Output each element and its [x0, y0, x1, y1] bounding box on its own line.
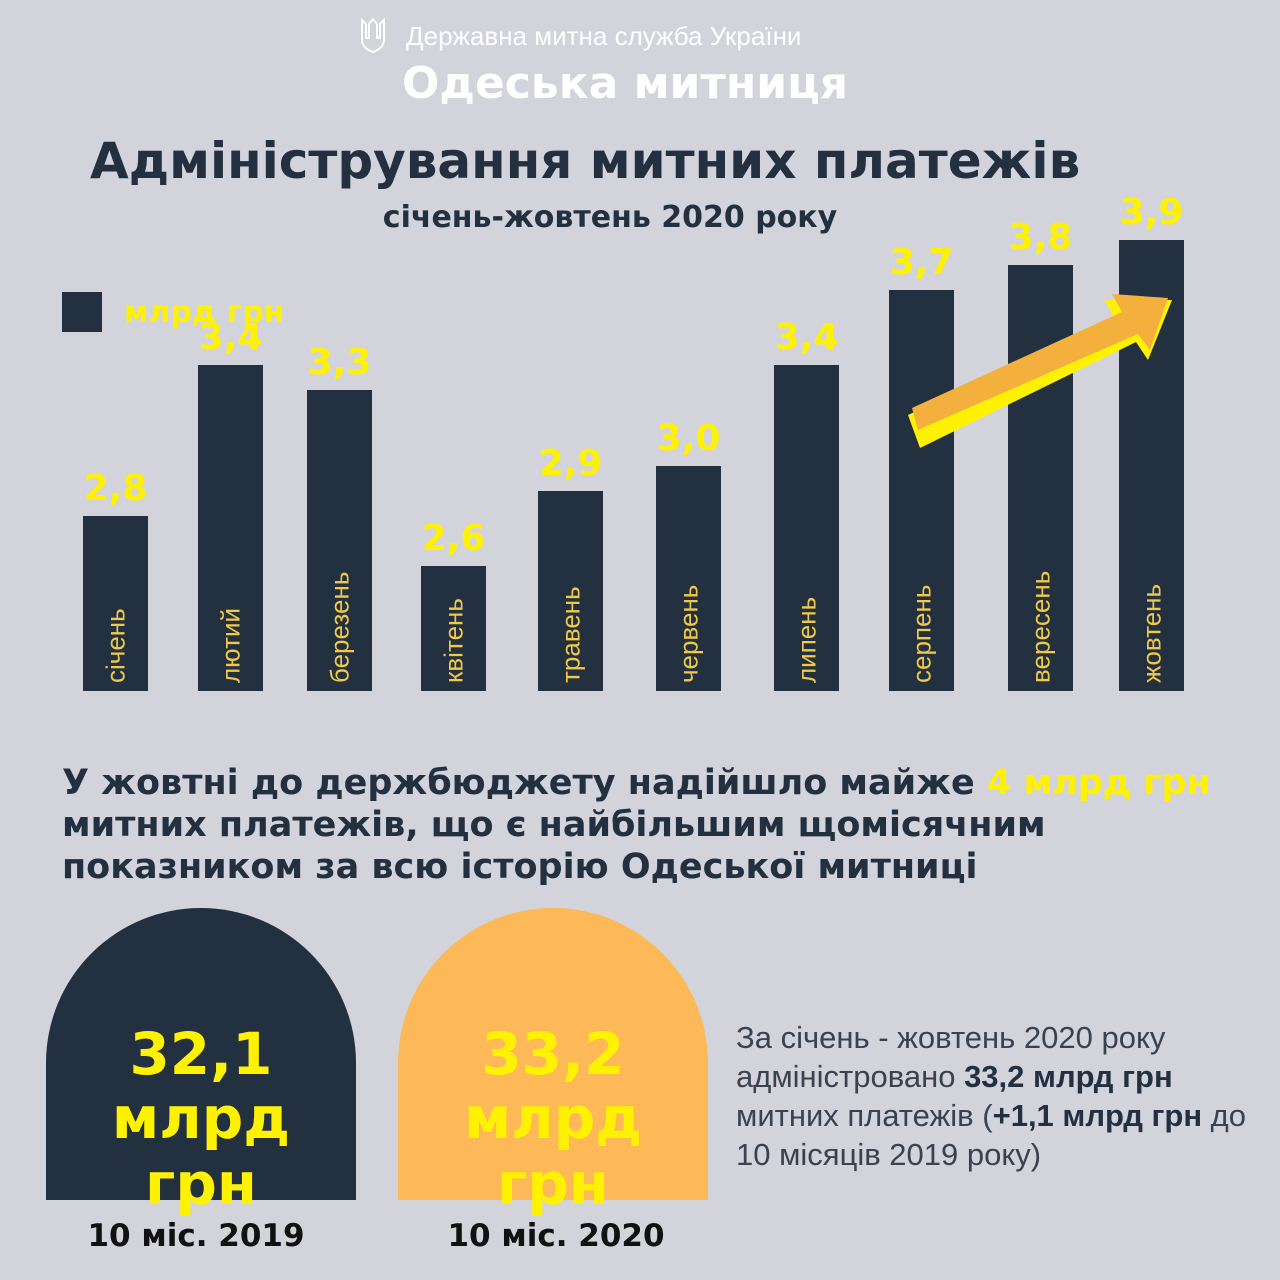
agency-header: Державна митна служба України: [360, 18, 801, 54]
month-label: липень: [791, 596, 821, 683]
bar-березень: березень: [307, 390, 372, 691]
headline-text: У жовтні до держбюджету надійшло майже: [62, 763, 987, 803]
month-label: лютий: [215, 607, 245, 683]
caption-2020: 10 міс. 2020: [447, 1218, 665, 1254]
total-2019-unit: млрд грн: [111, 1084, 291, 1218]
month-label: вересень: [1025, 570, 1055, 683]
month-label: січень: [100, 608, 130, 683]
bar-вересень: вересень: [1008, 265, 1073, 691]
value-label: 3,4: [198, 317, 263, 359]
value-label: 2,8: [83, 467, 148, 509]
legend-label: млрд грн: [124, 294, 285, 330]
chart-subtitle: січень-жовтень 2020 року: [382, 200, 838, 235]
summary-t2: митних платежів (: [736, 1098, 993, 1133]
month-label: квітень: [438, 598, 468, 683]
total-2020-unit: млрд грн: [463, 1084, 643, 1218]
headline-text-2: митних платежів, що є найбільшим щомісяч…: [62, 805, 1046, 887]
headline: У жовтні до держбюджету надійшло майже 4…: [62, 762, 1242, 888]
total-2020-value: 33,2: [481, 1020, 625, 1088]
bar-серпень: серпень: [889, 290, 954, 691]
bar-січень: січень: [83, 515, 148, 691]
total-2019-value: 32,1: [129, 1020, 273, 1088]
value-label: 2,9: [538, 442, 603, 484]
month-label: червень: [673, 584, 703, 683]
bar-лютий: лютий: [198, 365, 263, 691]
summary-text: За січень - жовтень 2020 року адміністро…: [736, 1018, 1276, 1174]
legend: млрд грн: [62, 292, 285, 332]
summary-t1: За січень - жовтень 2020 року адміністро…: [736, 1020, 1166, 1094]
bar-липень: липень: [774, 365, 839, 691]
office-name: Одеська митниця: [402, 58, 848, 109]
summary-total: 33,2 млрд грн: [964, 1059, 1173, 1094]
month-label: серпень: [906, 584, 936, 683]
bar-червень: червень: [656, 465, 721, 691]
legend-swatch: [62, 292, 102, 332]
value-label: 3,4: [774, 317, 839, 359]
value-label: 3,7: [889, 242, 954, 284]
caption-2019: 10 міс. 2019: [87, 1218, 305, 1254]
summary-delta: +1,1 млрд грн: [992, 1098, 1203, 1133]
value-label: 3,9: [1119, 192, 1184, 233]
month-label: жовтень: [1136, 583, 1166, 683]
trend-arrow-icon: [908, 294, 1172, 448]
bar-квітень: квітень: [421, 565, 486, 691]
month-label: травень: [555, 586, 585, 683]
chart-title: Адміністрування митних платежів: [90, 132, 1081, 190]
agency-name: Державна митна служба України: [406, 20, 802, 51]
bar-chart: січень 2,8 лютий 3,4 березень 3,3 квітень 2,6 тр…: [83, 192, 1184, 691]
total-2020-card: 33,2 млрд грн: [398, 908, 708, 1217]
value-label: 3,0: [656, 417, 721, 459]
summary-t3: до 10 місяців 2019 року): [736, 1098, 1247, 1172]
month-label: березень: [324, 571, 354, 683]
bar-травень: травень: [538, 490, 603, 691]
trident-icon: [361, 18, 385, 54]
headline-highlight: 4 млрд грн: [986, 763, 1211, 803]
value-label: 3,3: [307, 342, 372, 384]
value-label: 3,8: [1008, 217, 1073, 259]
total-2019-card: 32,1 млрд грн: [46, 908, 356, 1217]
value-label: 2,6: [421, 517, 486, 559]
